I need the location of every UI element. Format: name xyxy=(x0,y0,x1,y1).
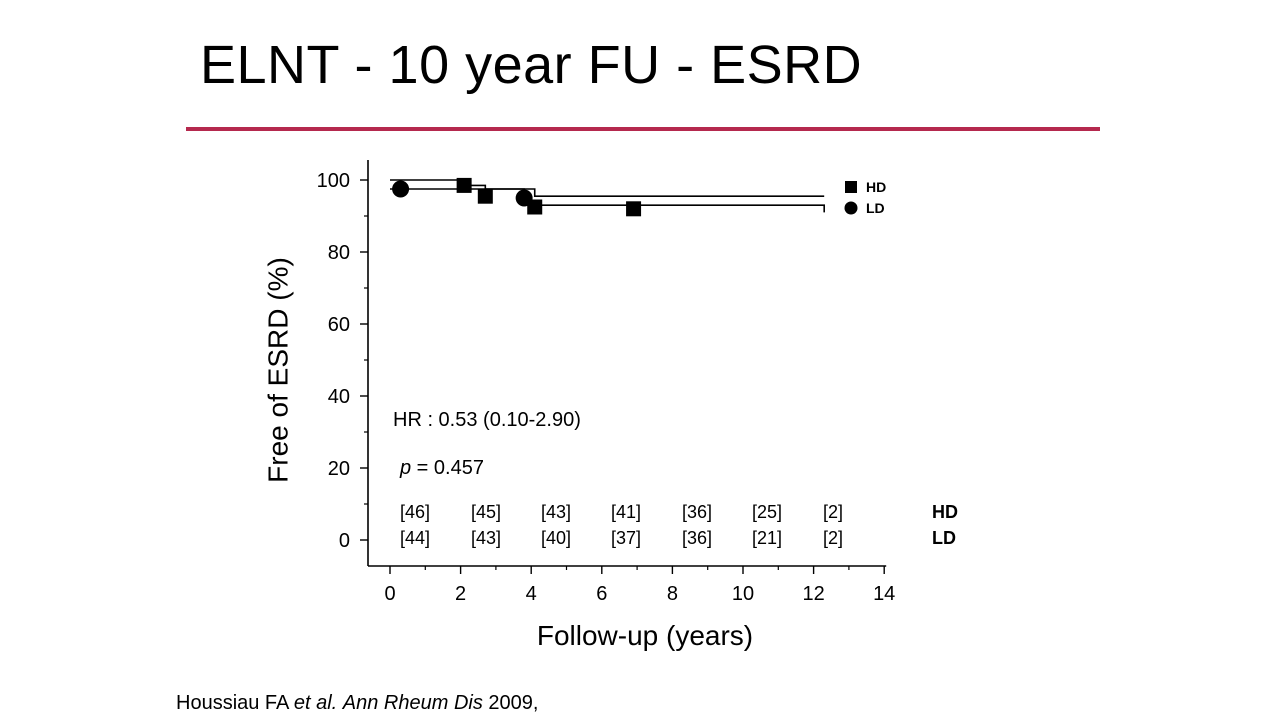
y-tick-label: 100 xyxy=(317,170,350,192)
title-divider xyxy=(186,127,1100,131)
at-risk-ld-value: [43] xyxy=(471,528,501,548)
x-tick-label: 0 xyxy=(384,583,395,605)
p-value-number: = 0.457 xyxy=(411,457,484,479)
at-risk-ld-value: [37] xyxy=(611,528,641,548)
y-tick-label: 60 xyxy=(328,314,350,336)
y-axis-label: Free of ESRD (%) xyxy=(262,257,293,483)
marker-hd xyxy=(456,177,472,193)
x-tick-label: 12 xyxy=(802,583,824,605)
slide-title: ELNT - 10 year FU - ESRD xyxy=(200,35,863,95)
x-tick-label: 8 xyxy=(667,583,678,605)
y-tick-label: 0 xyxy=(339,530,350,552)
at-risk-hd-value: [43] xyxy=(541,502,571,522)
citation-authors: Houssiau FA xyxy=(176,692,294,714)
series-line-ld xyxy=(390,188,825,213)
legend-marker-hd xyxy=(845,181,857,193)
y-tick-label: 80 xyxy=(328,242,350,264)
marker-ld xyxy=(515,189,533,207)
at-risk-hd-value: [2] xyxy=(823,502,843,522)
series-line-hd xyxy=(390,179,825,197)
at-risk-hd-value: [46] xyxy=(400,502,430,522)
marker-ld xyxy=(392,180,410,198)
legend-label-ld: LD xyxy=(866,200,885,216)
x-tick-label: 14 xyxy=(873,583,895,605)
at-risk-ld-value: [40] xyxy=(541,528,571,548)
hazard-ratio-annotation: HR : 0.53 (0.10-2.90) xyxy=(393,409,581,431)
at-risk-hd-label: HD xyxy=(932,502,958,522)
at-risk-hd-value: [45] xyxy=(471,502,501,522)
citation-year: 2009, xyxy=(488,692,539,714)
at-risk-ld-label: LD xyxy=(932,528,956,548)
at-risk-hd-value: [41] xyxy=(611,502,641,522)
citation-etal: et al. xyxy=(293,692,338,714)
legend-marker-ld xyxy=(844,201,858,215)
x-tick-label: 10 xyxy=(732,583,754,605)
at-risk-ld-value: [36] xyxy=(682,528,712,548)
citation: Houssiau FA et al. Ann Rheum Dis 2009, xyxy=(176,690,538,716)
x-axis-label: Follow-up (years) xyxy=(537,620,753,651)
citation-journal: Ann Rheum Dis xyxy=(342,692,483,714)
x-tick-label: 2 xyxy=(455,583,466,605)
p-value-symbol: p xyxy=(399,457,411,479)
legend-label-hd: HD xyxy=(866,179,886,195)
at-risk-ld-value: [21] xyxy=(752,528,782,548)
x-tick-label: 6 xyxy=(596,583,607,605)
marker-hd xyxy=(527,199,543,215)
at-risk-hd-value: [25] xyxy=(752,502,782,522)
at-risk-ld-value: [44] xyxy=(400,528,430,548)
marker-hd xyxy=(477,188,493,204)
marker-hd xyxy=(626,201,642,217)
x-tick-label: 4 xyxy=(526,583,537,605)
y-tick-label: 20 xyxy=(328,458,350,480)
at-risk-ld-value: [2] xyxy=(823,528,843,548)
at-risk-hd-value: [36] xyxy=(682,502,712,522)
y-tick-label: 40 xyxy=(328,386,350,408)
p-value-annotation: p = 0.457 xyxy=(399,457,484,479)
